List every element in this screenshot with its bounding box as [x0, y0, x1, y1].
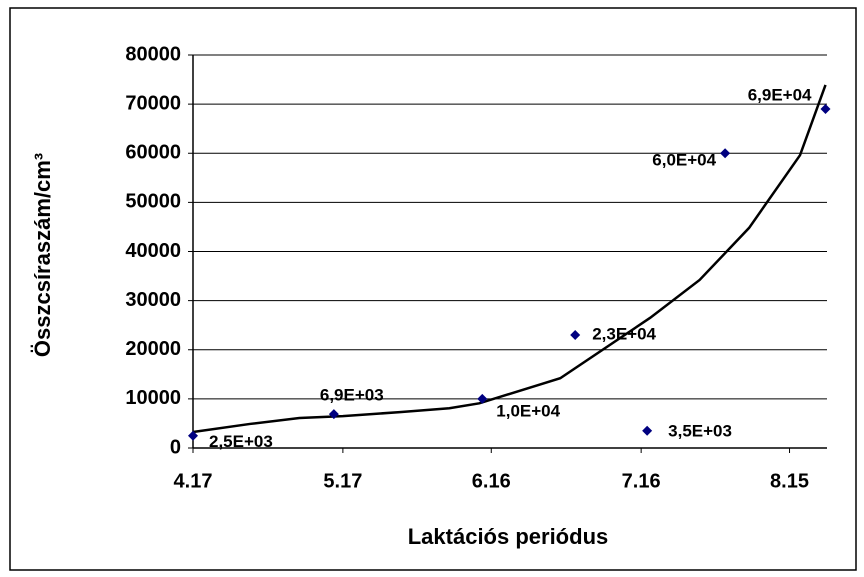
- value-label: 2,3E+04: [592, 324, 656, 343]
- value-label: 6,9E+04: [748, 86, 812, 105]
- x-tick-label: 8.15: [770, 470, 809, 492]
- x-tick-label: 4.17: [174, 470, 213, 492]
- y-tick-label: 70000: [125, 92, 181, 114]
- y-tick-label: 60000: [125, 142, 181, 164]
- trendline: [192, 84, 827, 434]
- point: [642, 425, 653, 436]
- value-label: 1,0E+04: [496, 401, 560, 420]
- value-label: 3,5E+03: [668, 421, 732, 440]
- x-tick-label: 7.16: [622, 470, 661, 492]
- x-tick-label: 5.17: [323, 470, 362, 492]
- y-tick-label: 0: [170, 436, 181, 458]
- x-tick-label: 6.16: [472, 470, 511, 492]
- value-label: 6,9E+03: [320, 386, 384, 405]
- y-tick-label: 80000: [125, 43, 181, 65]
- value-label: 6,0E+04: [652, 151, 716, 170]
- y-tick-label: 40000: [125, 240, 181, 262]
- point: [820, 104, 831, 115]
- y-tick-label: 30000: [125, 289, 181, 311]
- value-label: 2,5E+03: [209, 432, 273, 451]
- y-axis-title: Összcsíraszám/cm³: [30, 153, 55, 357]
- chart-border: [9, 7, 857, 571]
- y-tick-label: 50000: [125, 191, 181, 213]
- point: [188, 430, 198, 441]
- y-tick-label: 20000: [125, 338, 181, 360]
- point: [477, 393, 488, 404]
- point: [570, 330, 581, 341]
- point: [328, 409, 339, 420]
- point: [720, 148, 731, 159]
- y-tick-label: 10000: [125, 387, 181, 409]
- x-axis-title: Laktációs periódus: [408, 524, 609, 549]
